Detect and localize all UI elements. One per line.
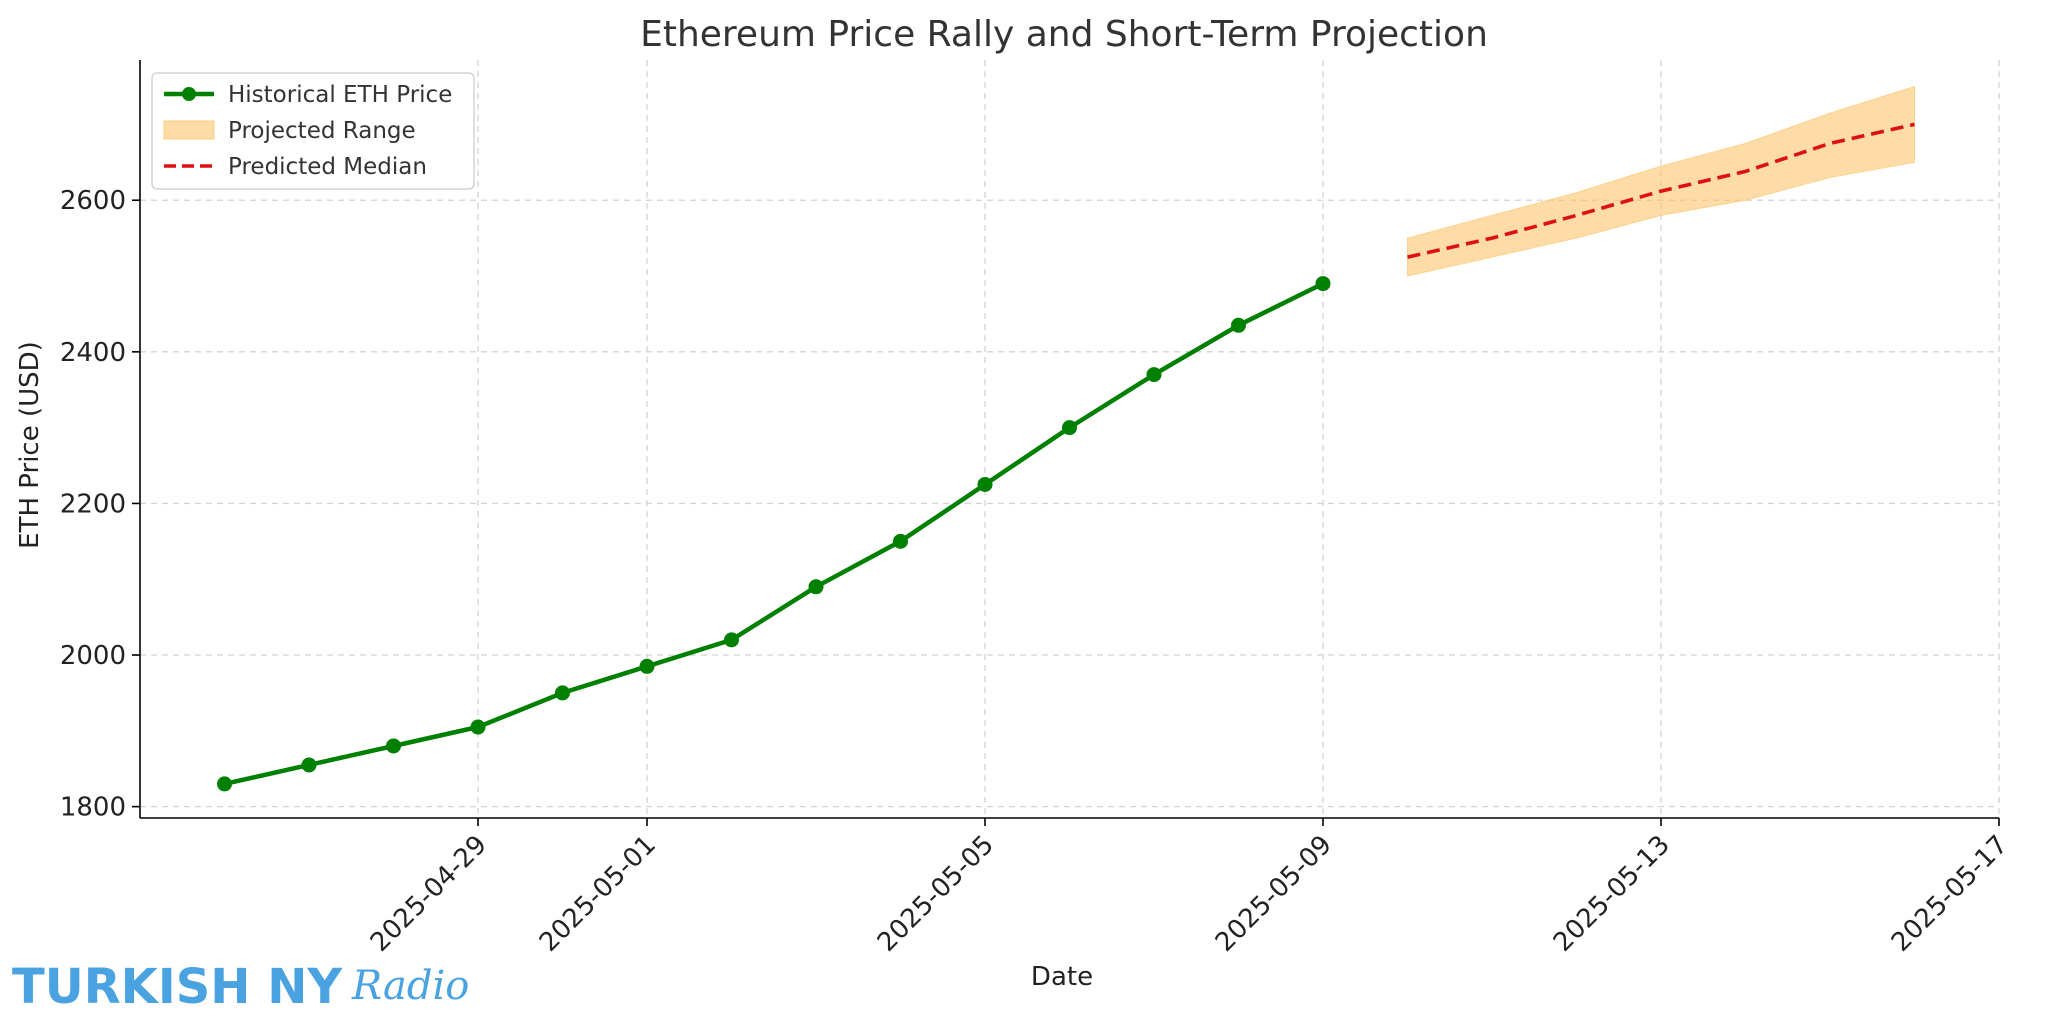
legend-label: Projected Range [228,118,416,144]
tick-labels: 1800 2000 2200 2400 2600 2025-04-29 2025-05-01… [60,186,2014,958]
projected-range-area [1407,85,1915,277]
grid [140,60,2000,818]
historical-price-point [1315,276,1331,292]
historical-price-point [470,719,486,735]
brand-logo-script: Radio [351,963,469,1009]
y-tick-label: 2200 [60,489,126,519]
historical-price-point [808,579,824,595]
historical-price-point [893,533,908,549]
brand-logo: TURKISH NY Radio [12,959,469,1011]
axes [132,60,2000,826]
x-tick-label: 2025-04-29 [365,830,493,958]
predicted-median-line [1407,122,1915,259]
historical-price-point [555,685,570,701]
y-tick-label: 2400 [60,338,126,368]
x-tick-label: 2025-05-13 [1548,830,1676,958]
historical-price-point [977,476,993,492]
historical-price-line [224,281,1324,787]
historical-price-point [1062,420,1077,436]
legend: Historical ETH Price Projected Range Predi… [151,72,475,190]
x-tick-label: 2025-05-05 [872,830,1000,958]
historical-price-point [301,757,317,773]
y-axis-label: ETH Price (USD) [15,341,45,549]
historical-price-point [724,632,739,648]
x-axis-label: Date [1031,962,1093,992]
y-tick-label: 1800 [60,793,126,823]
series-layer [217,122,1915,792]
historical-price-point [217,776,232,792]
historical-price-point [1146,367,1162,383]
legend-label: Predicted Median [228,154,427,180]
legend-label: Historical ETH Price [228,82,452,108]
y-tick-label: 2000 [60,641,126,671]
y-tick-label: 2600 [60,186,126,216]
legend-range-swatch [163,120,215,140]
historical-price-point [639,658,655,674]
chart-title: Ethereum Price Rally and Short-Term Proj… [640,14,1488,55]
x-tick-label: 2025-05-01 [534,830,662,958]
brand-logo-main: TURKISH NY [12,959,343,1011]
x-tick-label: 2025-05-09 [1210,830,1338,958]
historical-price-point [1231,317,1246,333]
projected-range-band [1407,85,1915,277]
historical-price-point [386,738,401,754]
legend-box [151,72,475,190]
x-tick-label: 2025-05-17 [1886,830,2014,958]
legend-historical-marker [182,87,196,101]
